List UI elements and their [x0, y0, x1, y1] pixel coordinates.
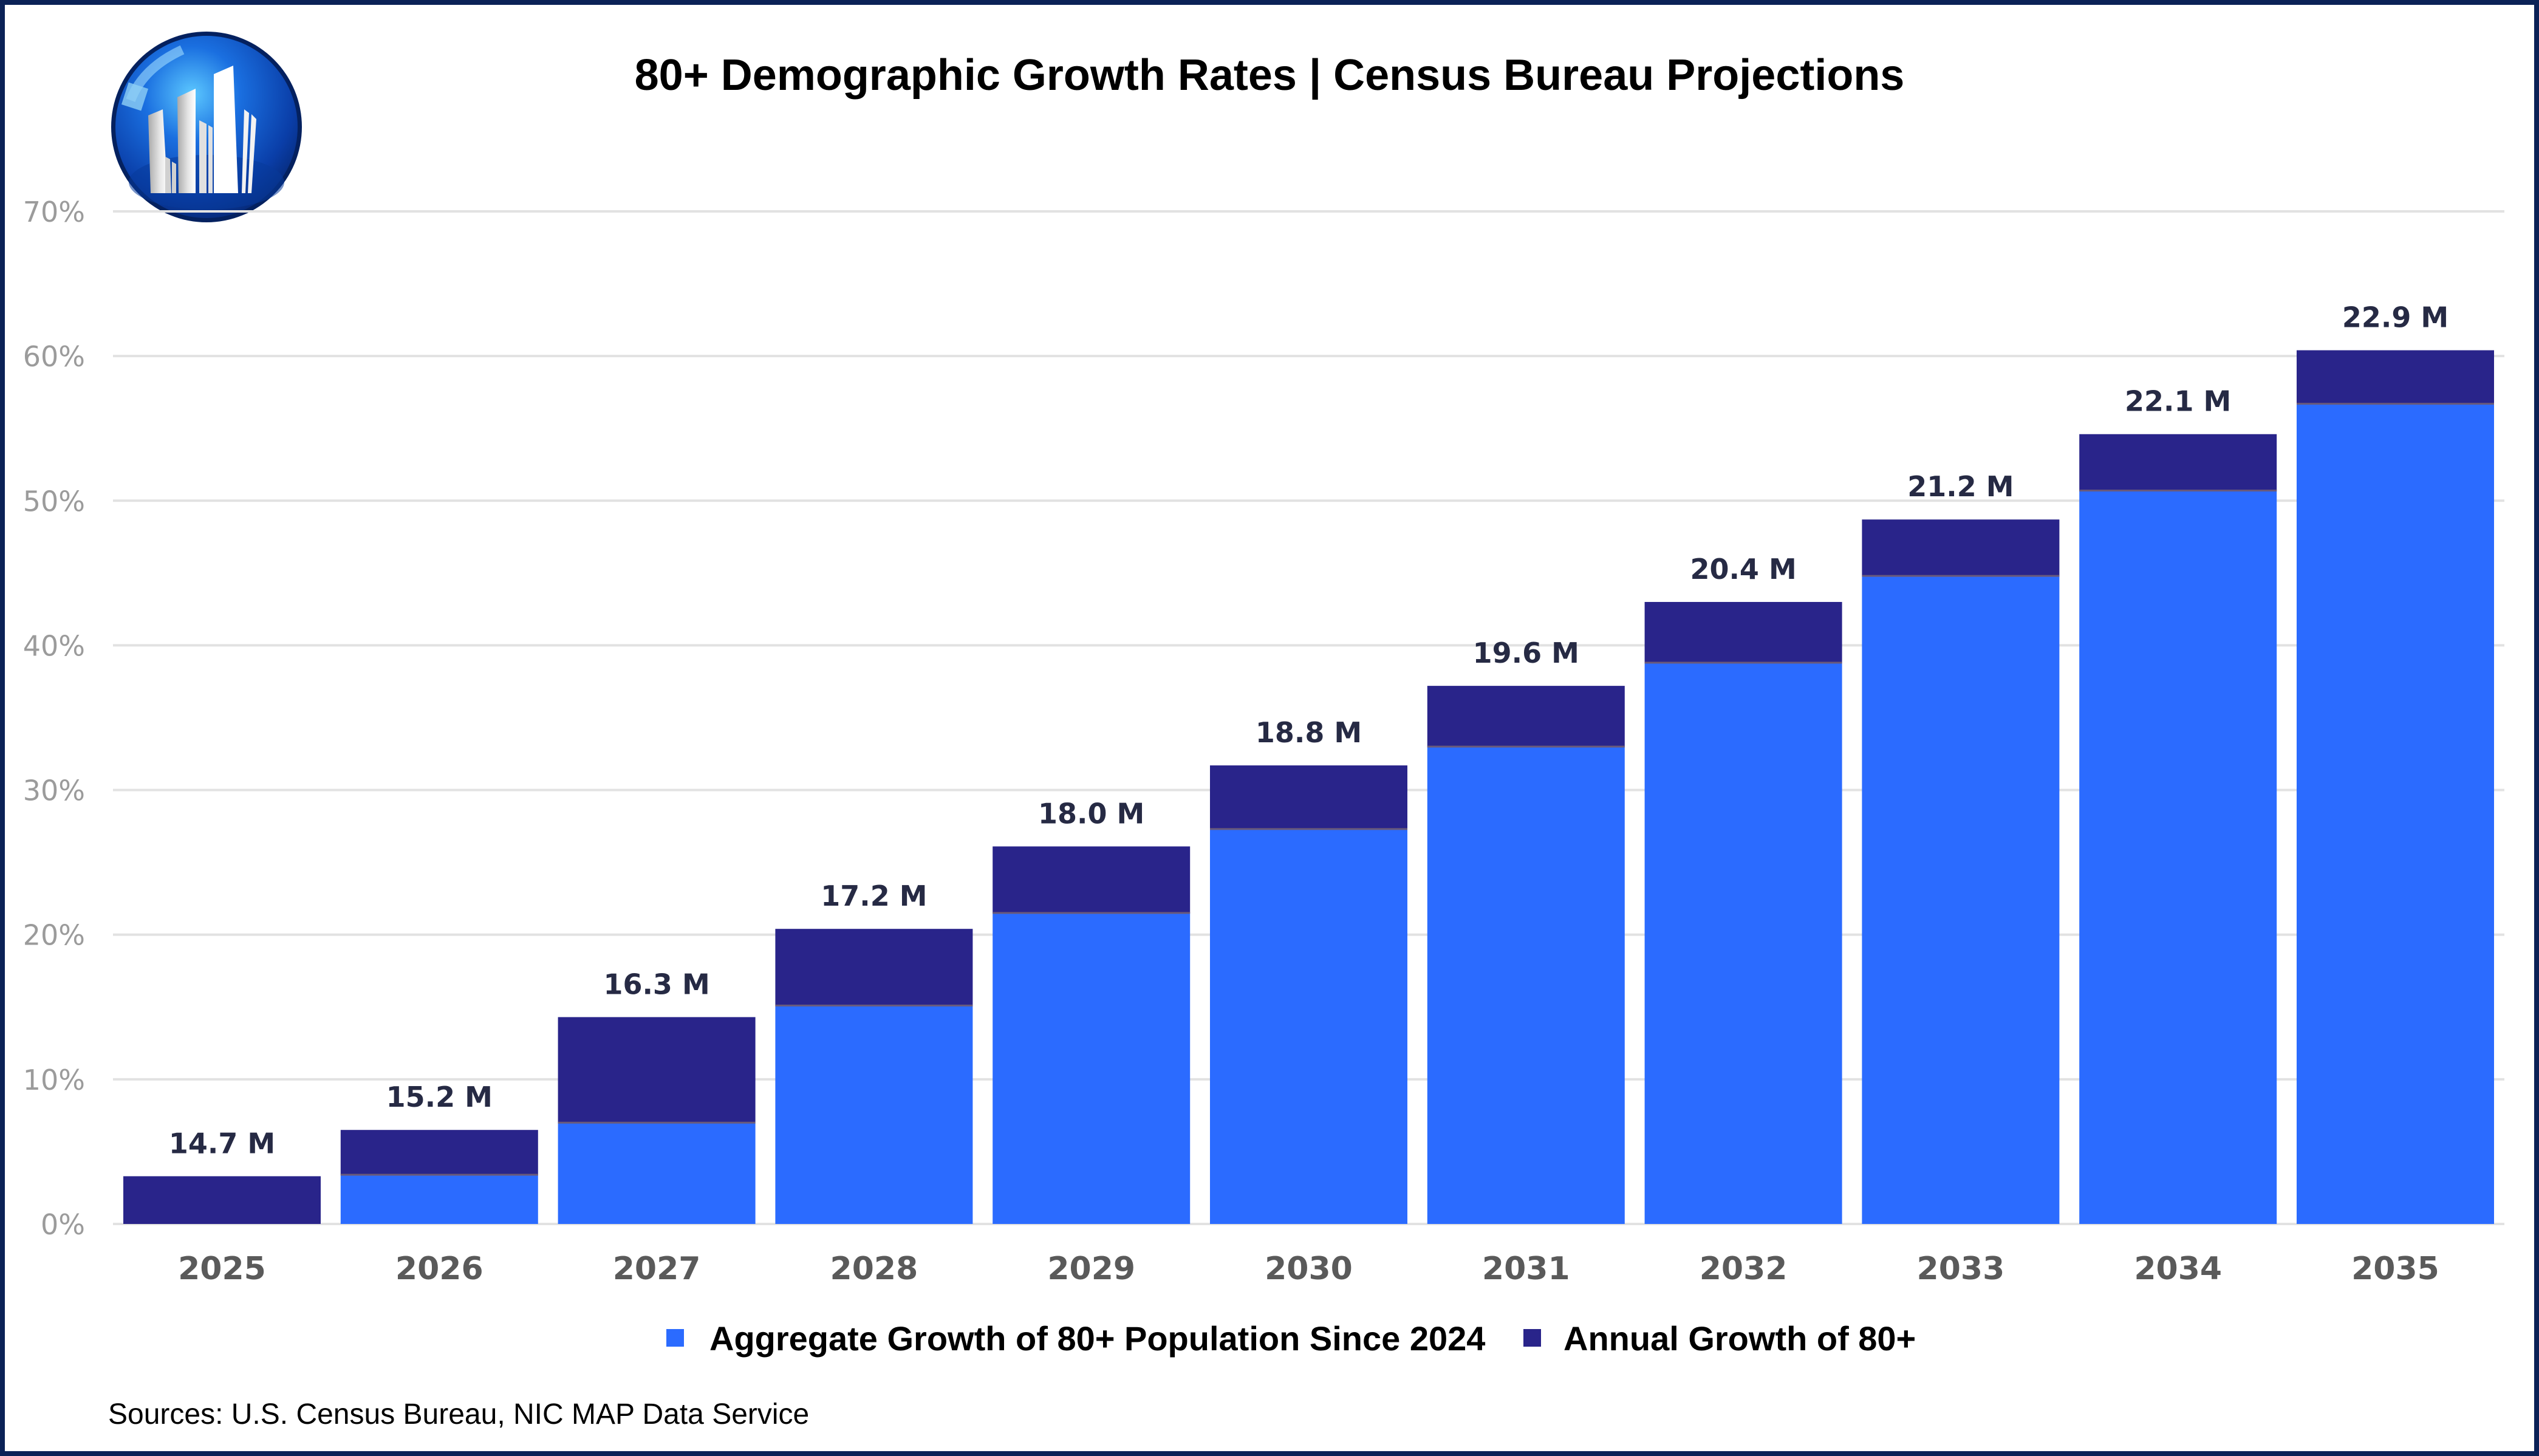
data-label-2026: 15.2 M	[386, 1081, 493, 1113]
bar-annual-2033[interactable]	[1862, 519, 2060, 576]
bar-aggregate-2027[interactable]	[558, 1123, 756, 1224]
bar-annual-2032[interactable]	[1644, 601, 1842, 663]
legend-label-annual: Annual Growth of 80+	[1563, 1319, 1916, 1358]
x-tick-label-2030: 2030	[1265, 1251, 1353, 1287]
bar-aggregate-2026[interactable]	[340, 1175, 538, 1224]
data-label-2035: 22.9 M	[2342, 301, 2448, 334]
bar-annual-2031[interactable]	[1427, 686, 1625, 747]
x-tick-label-2032: 2032	[1700, 1251, 1788, 1287]
bar-aggregate-2032[interactable]	[1644, 663, 1842, 1224]
legend-item-annual[interactable]: Annual Growth of 80+	[1523, 1319, 1916, 1358]
x-tick-label-2029: 2029	[1047, 1251, 1135, 1287]
bar-aggregate-2028[interactable]	[775, 1005, 973, 1224]
legend-swatch-annual	[1523, 1329, 1541, 1347]
bar-annual-2026[interactable]	[340, 1130, 538, 1175]
data-label-2029: 18.0 M	[1038, 797, 1144, 830]
data-label-2031: 19.6 M	[1473, 637, 1579, 669]
legend-label-aggregate: Aggregate Growth of 80+ Population Since…	[709, 1319, 1485, 1358]
x-tick-label-2034: 2034	[2134, 1251, 2222, 1287]
x-tick-label-2033: 2033	[1917, 1251, 2005, 1287]
y-tick-label: 10%	[23, 1064, 85, 1096]
data-label-2027: 16.3 M	[603, 968, 709, 1000]
bar-annual-2027[interactable]	[558, 1017, 756, 1123]
bar-annual-2025[interactable]	[123, 1176, 321, 1224]
data-label-2034: 22.1 M	[2125, 385, 2231, 418]
data-label-2025: 14.7 M	[169, 1127, 275, 1160]
legend-swatch-aggregate	[666, 1329, 684, 1347]
bar-annual-2035[interactable]	[2297, 350, 2494, 404]
source-note: Sources: U.S. Census Bureau, NIC MAP Dat…	[108, 1398, 809, 1430]
bar-annual-2030[interactable]	[1210, 765, 1407, 829]
x-tick-label-2027: 2027	[613, 1251, 701, 1287]
y-tick-label: 60%	[23, 340, 85, 373]
company-logo-icon	[111, 32, 302, 222]
y-tick-label: 70%	[23, 196, 85, 228]
y-tick-label: 30%	[23, 774, 85, 807]
x-tick-label-2035: 2035	[2351, 1251, 2439, 1287]
legend-item-aggregate[interactable]: Aggregate Growth of 80+ Population Since…	[666, 1319, 1485, 1358]
bar-aggregate-2030[interactable]	[1210, 829, 1407, 1224]
data-label-2028: 17.2 M	[821, 880, 927, 912]
bar-aggregate-2029[interactable]	[993, 912, 1191, 1224]
bar-aggregate-2031[interactable]	[1427, 747, 1625, 1224]
data-label-2033: 21.2 M	[1907, 470, 2014, 503]
y-tick-label: 0%	[41, 1208, 85, 1241]
bar-annual-2034[interactable]	[2079, 434, 2277, 491]
data-label-2032: 20.4 M	[1690, 553, 1796, 586]
x-tick-label-2025: 2025	[178, 1251, 266, 1287]
x-tick-label-2031: 2031	[1482, 1251, 1570, 1287]
bar-annual-2029[interactable]	[993, 846, 1191, 913]
y-tick-label: 20%	[23, 919, 85, 952]
data-label-2030: 18.8 M	[1256, 716, 1362, 749]
bar-aggregate-2034[interactable]	[2079, 490, 2277, 1224]
bar-annual-2028[interactable]	[775, 929, 973, 1006]
x-tick-label-2028: 2028	[830, 1251, 918, 1287]
y-tick-label: 40%	[23, 629, 85, 662]
y-tick-label: 50%	[23, 485, 85, 518]
bar-aggregate-2035[interactable]	[2297, 403, 2494, 1224]
legend: Aggregate Growth of 80+ Population Since…	[666, 1319, 1916, 1358]
chart-title: 80+ Demographic Growth Rates | Census Bu…	[635, 51, 1905, 100]
bar-aggregate-2033[interactable]	[1862, 576, 2060, 1224]
x-tick-label-2026: 2026	[395, 1251, 484, 1287]
